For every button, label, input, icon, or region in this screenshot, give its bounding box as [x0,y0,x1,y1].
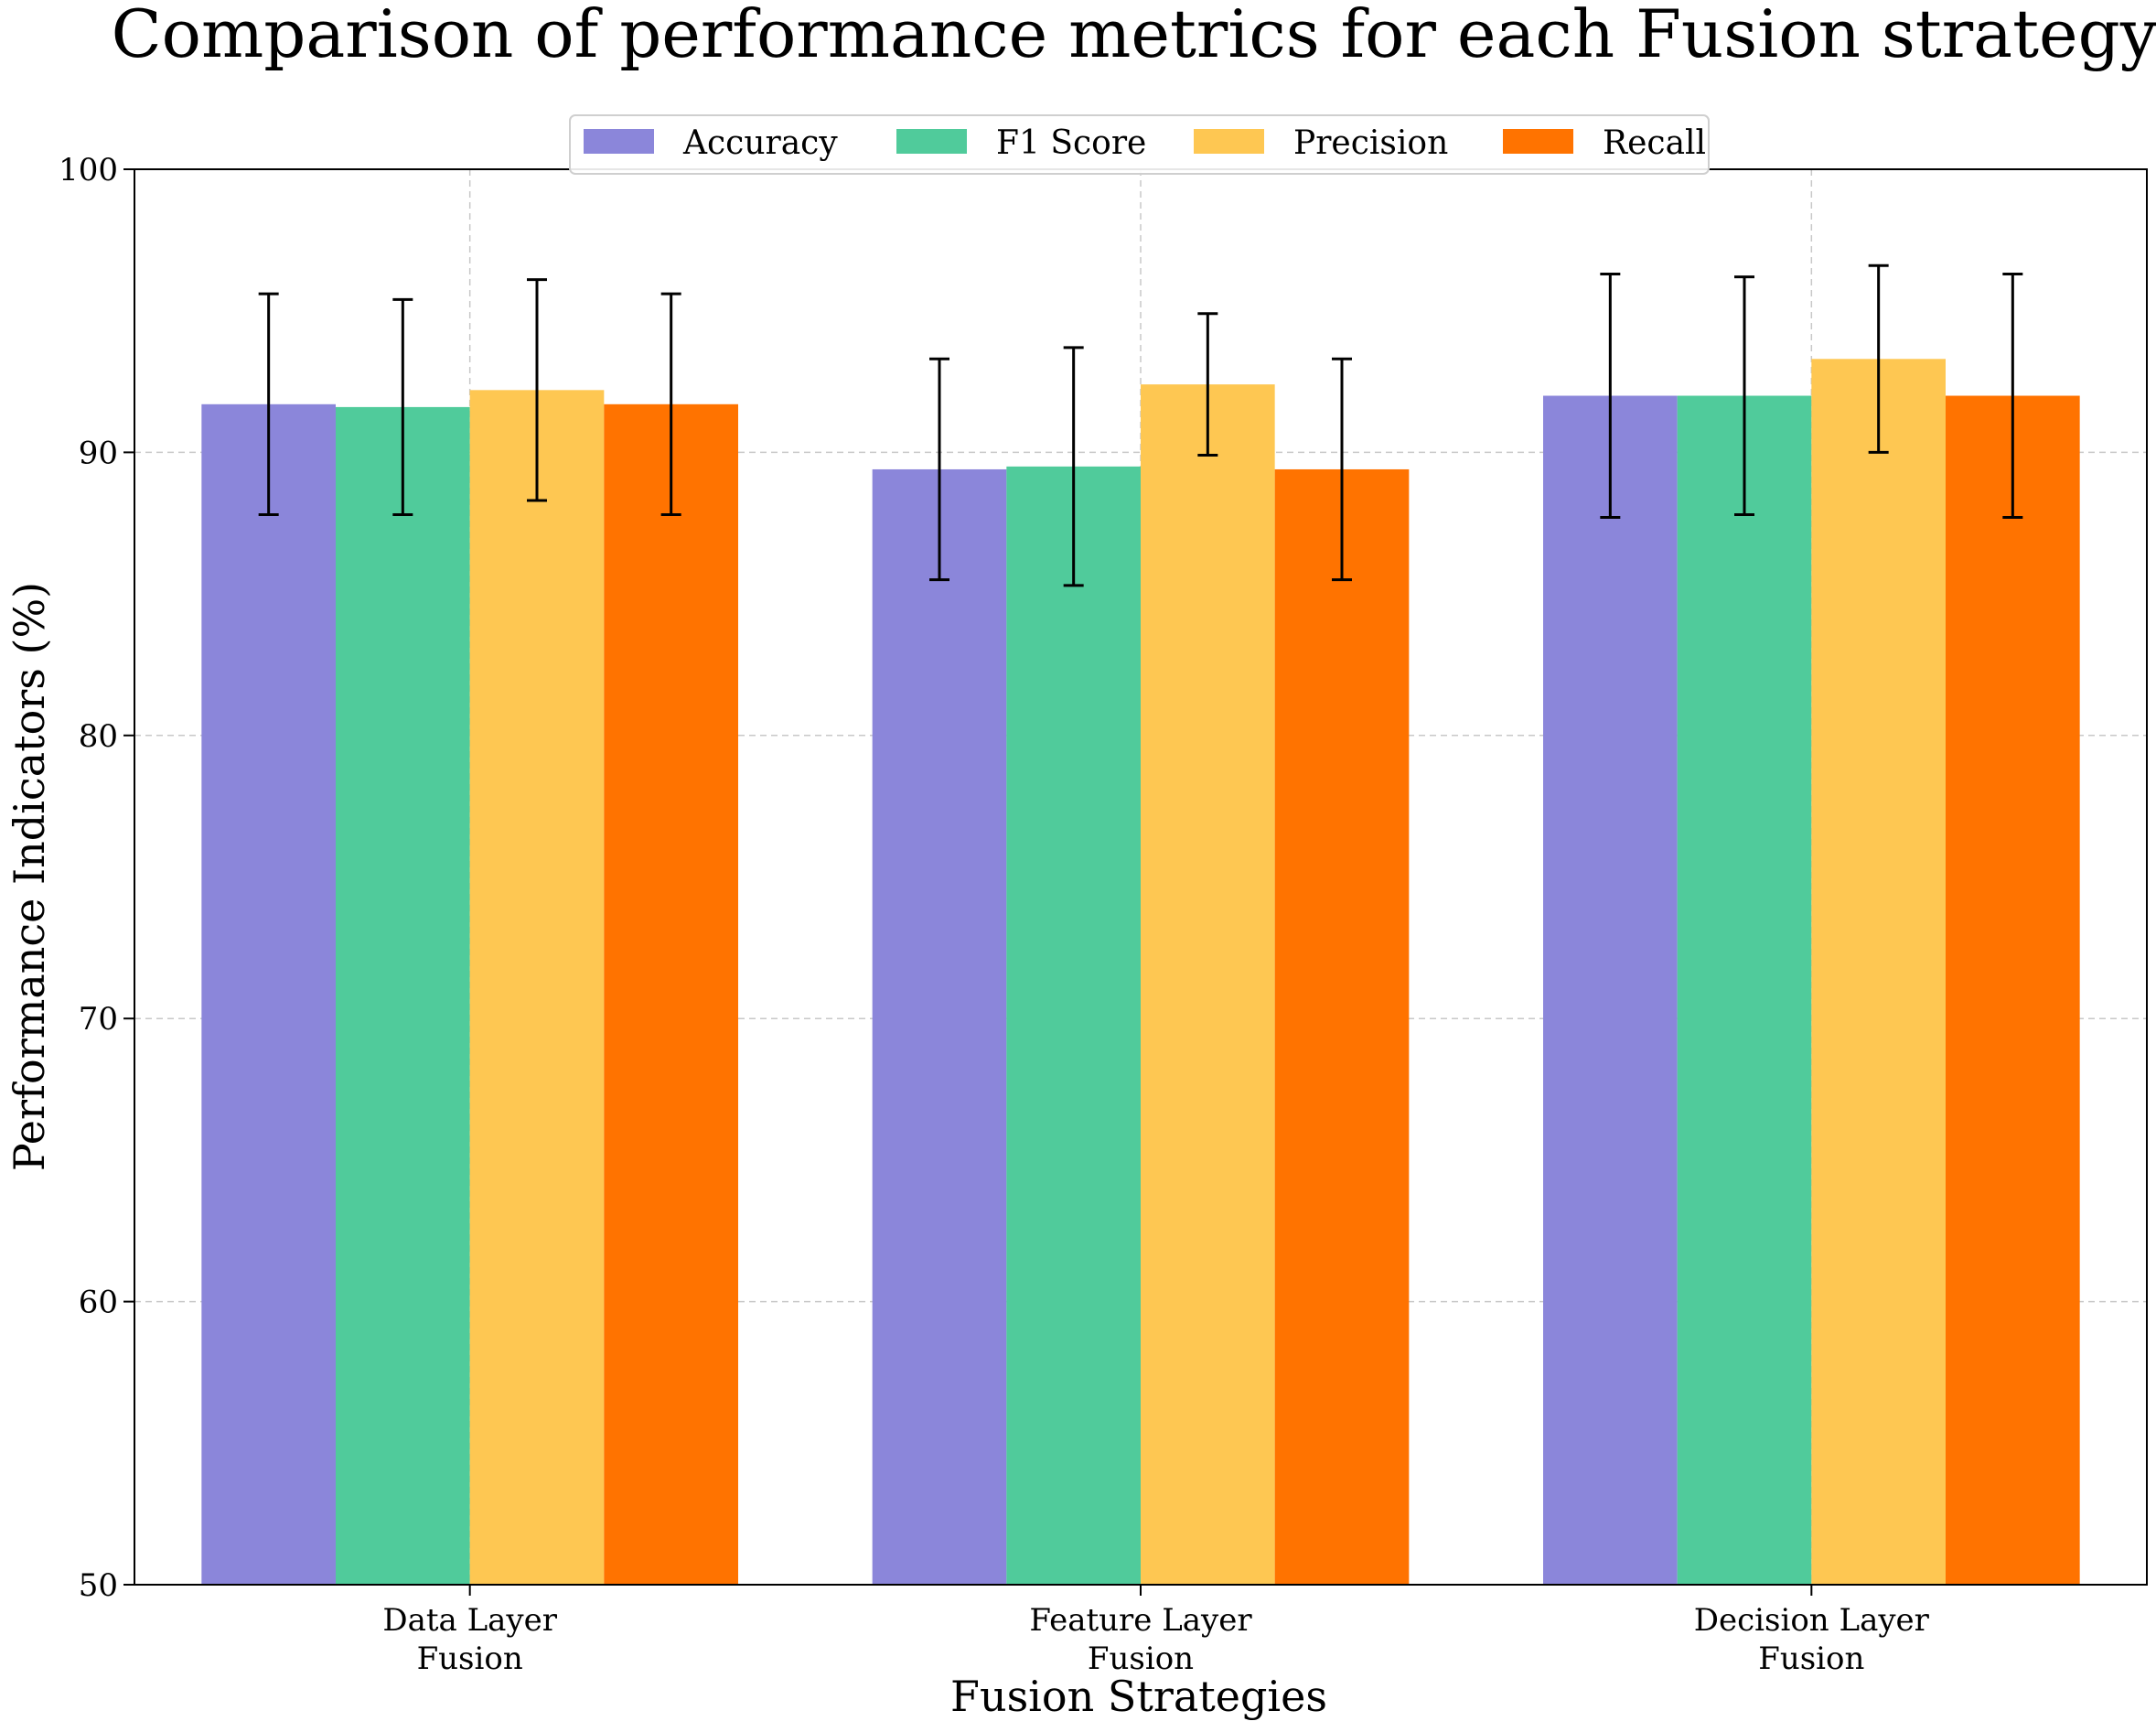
error-bar [929,357,949,582]
bar-precision [469,390,605,1585]
legend-label: F1 Score [996,124,1146,162]
x-tick-label: Fusion [1088,1641,1194,1677]
legend-swatch [584,129,654,154]
y-tick-label: 60 [79,1285,118,1321]
legend-label: Recall [1603,124,1706,162]
legend-item: Recall [1503,124,1706,162]
y-axis-label: Performance Indicators (%) [5,582,54,1171]
y-axis: 50 60 70 80 90 100 [59,152,134,1604]
x-tick-label: Fusion [417,1641,523,1677]
legend-item: Accuracy [584,124,838,162]
legend-swatch [1194,129,1264,154]
bar-accuracy [872,468,1007,1585]
error-bar [1734,275,1754,516]
x-tick-label: Feature Layer [1029,1602,1252,1639]
legend-box [569,114,1710,175]
error-bar [1868,264,1889,454]
bar-recall [604,403,738,1585]
bar-precision [1811,359,1946,1586]
bar-recall [1946,395,2080,1585]
bar-accuracy [1543,395,1678,1585]
y-tick-label: 50 [79,1567,118,1604]
bar-f1-score [336,406,470,1585]
legend: Accuracy F1 Score Precision Recall [569,114,1710,175]
error-bar [392,297,413,516]
legend-swatch [1503,129,1573,154]
y-tick-label: 80 [79,718,118,755]
y-tick-label: 70 [79,1001,118,1038]
bar-recall [1274,468,1410,1585]
error-bar [527,278,547,502]
error-bar [1600,272,1621,520]
legend-label: Precision [1293,124,1448,162]
error-bar [2002,272,2023,520]
legend-swatch [896,129,967,154]
legend-item: F1 Score [896,124,1146,162]
chart-title: Comparison of performance metrics for ea… [112,0,2156,72]
error-bar [1332,357,1352,582]
bar-accuracy [201,403,336,1585]
x-tick-label: Fusion [1758,1641,1864,1677]
x-tick-label: Decision Layer [1694,1602,1930,1639]
bar-f1-score [1677,395,1812,1585]
error-bar [660,292,681,516]
error-bars-layer [258,264,2023,587]
legend-label: Accuracy [682,124,838,162]
error-bar [258,292,279,516]
x-axis-label: Fusion Strategies [950,1672,1327,1721]
error-bar [1063,346,1084,587]
bars-layer [201,359,2080,1586]
error-bar [1197,312,1218,457]
y-tick-label: 90 [79,435,118,471]
legend-item: Precision [1194,124,1448,162]
bar-f1-score [1006,466,1141,1585]
y-tick-label: 100 [59,152,118,188]
bar-precision [1141,384,1275,1585]
x-tick-label: Data Layer [382,1602,557,1639]
